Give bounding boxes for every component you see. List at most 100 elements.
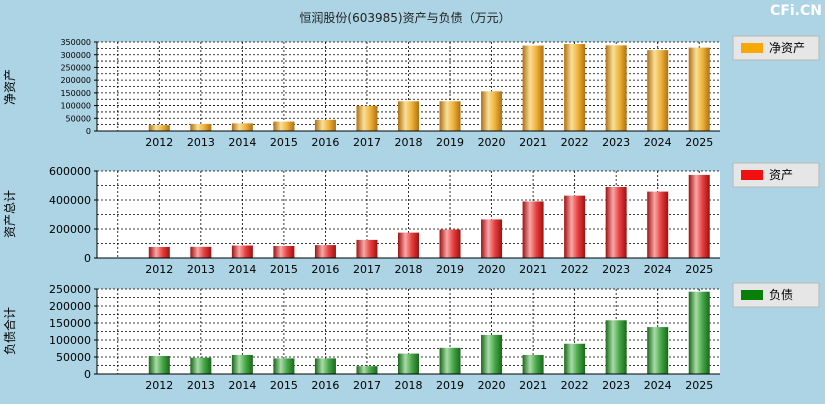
bar-2014 — [231, 123, 253, 131]
bar-2022 — [564, 195, 586, 258]
x-tick-label: 2021 — [519, 263, 547, 276]
bar-2025 — [688, 47, 710, 131]
legend: 净资产 — [732, 35, 820, 61]
bar-2014 — [231, 245, 253, 258]
bar-2019 — [439, 229, 461, 258]
x-tick-label: 2024 — [644, 379, 672, 392]
y-tick-label: 0 — [84, 368, 91, 381]
legend-box — [732, 35, 820, 61]
x-tick-label: 2018 — [395, 379, 423, 392]
x-tick-label: 2015 — [270, 136, 298, 149]
x-tick-label: 2022 — [561, 263, 589, 276]
y-tick-label: 250000 — [60, 63, 91, 72]
x-tick-label: 2016 — [311, 379, 339, 392]
x-tick-label: 2020 — [478, 379, 506, 392]
x-tick-label: 2025 — [685, 379, 713, 392]
x-tick-label: 2012 — [145, 263, 173, 276]
legend-label: 负债 — [769, 288, 793, 302]
y-tick-label: 150000 — [60, 89, 91, 98]
x-tick-label: 2023 — [602, 136, 630, 149]
bar-2017 — [356, 105, 378, 131]
x-tick-label: 2023 — [602, 263, 630, 276]
x-tick-label: 2022 — [561, 136, 589, 149]
bar-2024 — [647, 50, 669, 131]
x-tick-label: 2019 — [436, 263, 464, 276]
x-tick-label: 2024 — [644, 263, 672, 276]
legend-swatch — [741, 290, 763, 300]
x-tick-label: 2015 — [270, 263, 298, 276]
bar-2020 — [481, 219, 503, 258]
bar-2020 — [481, 91, 503, 131]
x-tick-label: 2014 — [228, 263, 256, 276]
y-tick-label: 300000 — [60, 51, 91, 60]
x-tick-label: 2019 — [436, 379, 464, 392]
x-tick-label: 2016 — [311, 136, 339, 149]
bar-2018 — [398, 353, 419, 374]
chart-panel-3: 2012 2013 2014 2015 2016 2017 2018 2019 2020 2021… — [2, 282, 820, 392]
bar-2015 — [273, 245, 295, 258]
x-tick-label: 2013 — [187, 263, 215, 276]
y-tick-label: 50000 — [66, 114, 91, 123]
bar-2019 — [439, 101, 461, 131]
watermark: CFi.CN — [770, 3, 822, 19]
x-tick-label: 2014 — [228, 379, 256, 392]
x-tick-label: 2025 — [685, 136, 713, 149]
x-tick-label: 2014 — [228, 136, 256, 149]
bar-2020 — [481, 334, 503, 374]
y-tick-label: 100000 — [60, 102, 91, 111]
y-tick-label: 200000 — [49, 300, 91, 313]
x-tick-label: 2017 — [353, 136, 381, 149]
legend-swatch — [741, 170, 763, 180]
x-tick-label: 2017 — [353, 379, 381, 392]
bar-2024 — [647, 191, 669, 258]
bar-2021 — [522, 354, 544, 374]
x-tick-label: 2018 — [395, 263, 423, 276]
x-tick-label: 2012 — [145, 136, 173, 149]
x-tick-label: 2020 — [478, 263, 506, 276]
bar-2022 — [564, 44, 586, 131]
x-tick-label: 2023 — [602, 379, 630, 392]
x-tick-label: 2024 — [644, 136, 672, 149]
legend-label: 资产 — [769, 168, 793, 182]
bar-2016 — [314, 245, 336, 258]
x-tick-label: 2022 — [561, 379, 589, 392]
y-tick-label: 400000 — [49, 194, 91, 207]
bar-2021 — [522, 201, 544, 258]
bar-2013 — [190, 246, 212, 258]
legend: 负债 — [732, 282, 820, 308]
bar-2017 — [356, 239, 378, 258]
y-tick-label: 0 — [84, 252, 91, 265]
x-tick-label: 2020 — [478, 136, 506, 149]
y-tick-label: 200000 — [60, 76, 91, 85]
bar-2023 — [605, 45, 627, 132]
bar-2013 — [190, 357, 212, 374]
chart-title: 恒润股份(603985)资产与负债（万元） — [299, 11, 510, 25]
bar-2023 — [605, 186, 627, 258]
x-tick-label: 2019 — [436, 136, 464, 149]
bar-2013 — [190, 123, 212, 131]
x-tick-label: 2016 — [311, 263, 339, 276]
y-tick-label: 600000 — [49, 165, 91, 178]
bar-2012 — [148, 355, 170, 374]
bar-2012 — [148, 125, 170, 131]
chart-panel-1: 2012 2013 2014 2015 2016 2017 2018 2019 2020 2021… — [3, 35, 820, 149]
y-tick-label: 350000 — [60, 38, 91, 47]
bar-2025 — [688, 174, 710, 258]
y-tick-label: 100000 — [49, 334, 91, 347]
x-tick-label: 2021 — [519, 136, 547, 149]
x-tick-label: 2013 — [187, 136, 215, 149]
chart-panel-2: 2012 2013 2014 2015 2016 2017 2018 2019 2020 2021… — [3, 162, 820, 276]
bar-2016 — [314, 358, 336, 374]
bar-2021 — [522, 45, 544, 132]
bar-2023 — [605, 320, 627, 374]
bar-2012 — [148, 246, 170, 258]
legend: 资产 — [732, 162, 820, 188]
y-axis-label: 净资产 — [3, 69, 17, 105]
y-axis-label: 负债合计 — [2, 307, 17, 355]
bar-2016 — [314, 119, 336, 131]
bar-2022 — [564, 343, 586, 374]
bar-2018 — [398, 232, 419, 258]
x-tick-label: 2015 — [270, 379, 298, 392]
